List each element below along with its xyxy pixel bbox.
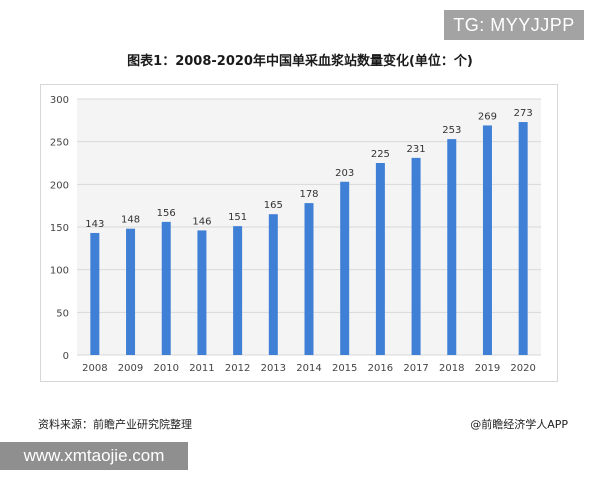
x-tick-label: 2020: [510, 363, 535, 374]
y-tick-label: 50: [56, 308, 69, 319]
bar: [233, 226, 243, 355]
y-tick-label: 300: [50, 95, 69, 106]
x-tick-label: 2008: [82, 363, 107, 374]
bar: [268, 214, 278, 355]
bar: [340, 181, 350, 355]
bar: [90, 232, 100, 355]
data-label: 156: [157, 208, 176, 219]
url-watermark: www.xmtaojie.com: [0, 442, 188, 470]
bar: [518, 122, 528, 355]
data-label: 269: [478, 111, 497, 122]
data-label: 143: [85, 219, 104, 230]
bar: [126, 228, 136, 355]
chart-container: 0 50 100 150 200 250 300 143 2008 148 2009 156 2010 1…: [40, 84, 558, 382]
bar-chart: 0 50 100 150 200 250 300 143 2008 148 2009 156 2010 1…: [50, 95, 541, 374]
y-tick-label: 200: [50, 180, 69, 191]
y-tick-label: 250: [50, 138, 69, 149]
data-label: 231: [407, 144, 426, 155]
x-tick-label: 2009: [118, 363, 143, 374]
bar: [447, 139, 457, 355]
x-tick-label: 2014: [296, 363, 321, 374]
bar: [375, 163, 385, 355]
y-tick-label: 100: [50, 266, 69, 277]
bar: [411, 157, 421, 355]
bar: [304, 203, 314, 355]
source-note: 资料来源：前瞻产业研究院整理: [38, 418, 192, 431]
x-tick-label: 2011: [189, 363, 214, 374]
x-tick-label: 2013: [261, 363, 286, 374]
data-label: 178: [299, 189, 318, 200]
bar: [197, 230, 207, 355]
data-label: 203: [335, 168, 354, 179]
x-tick-label: 2012: [225, 363, 250, 374]
x-tick-label: 2017: [403, 363, 428, 374]
x-tick-label: 2010: [154, 363, 179, 374]
x-tick-label: 2015: [332, 363, 357, 374]
data-label: 225: [371, 149, 390, 160]
data-label: 146: [192, 216, 211, 227]
chart-title: 图表1：2008-2020年中国单采血浆站数量变化(单位：个): [127, 54, 473, 69]
x-tick-label: 2016: [368, 363, 393, 374]
bar: [161, 221, 171, 355]
bar: [482, 125, 492, 355]
x-tick-label: 2018: [439, 363, 464, 374]
data-label: 148: [121, 215, 140, 226]
x-tick-label: 2019: [475, 363, 500, 374]
watermark-badge: TG: MYYJJPP: [444, 10, 584, 40]
y-tick-label: 0: [63, 351, 69, 362]
data-label: 273: [514, 108, 533, 119]
y-tick-label: 150: [50, 223, 69, 234]
data-label: 253: [442, 125, 461, 136]
data-label: 165: [264, 200, 283, 211]
data-label: 151: [228, 212, 247, 223]
brand-credit: @前瞻经济学人APP: [470, 418, 568, 431]
